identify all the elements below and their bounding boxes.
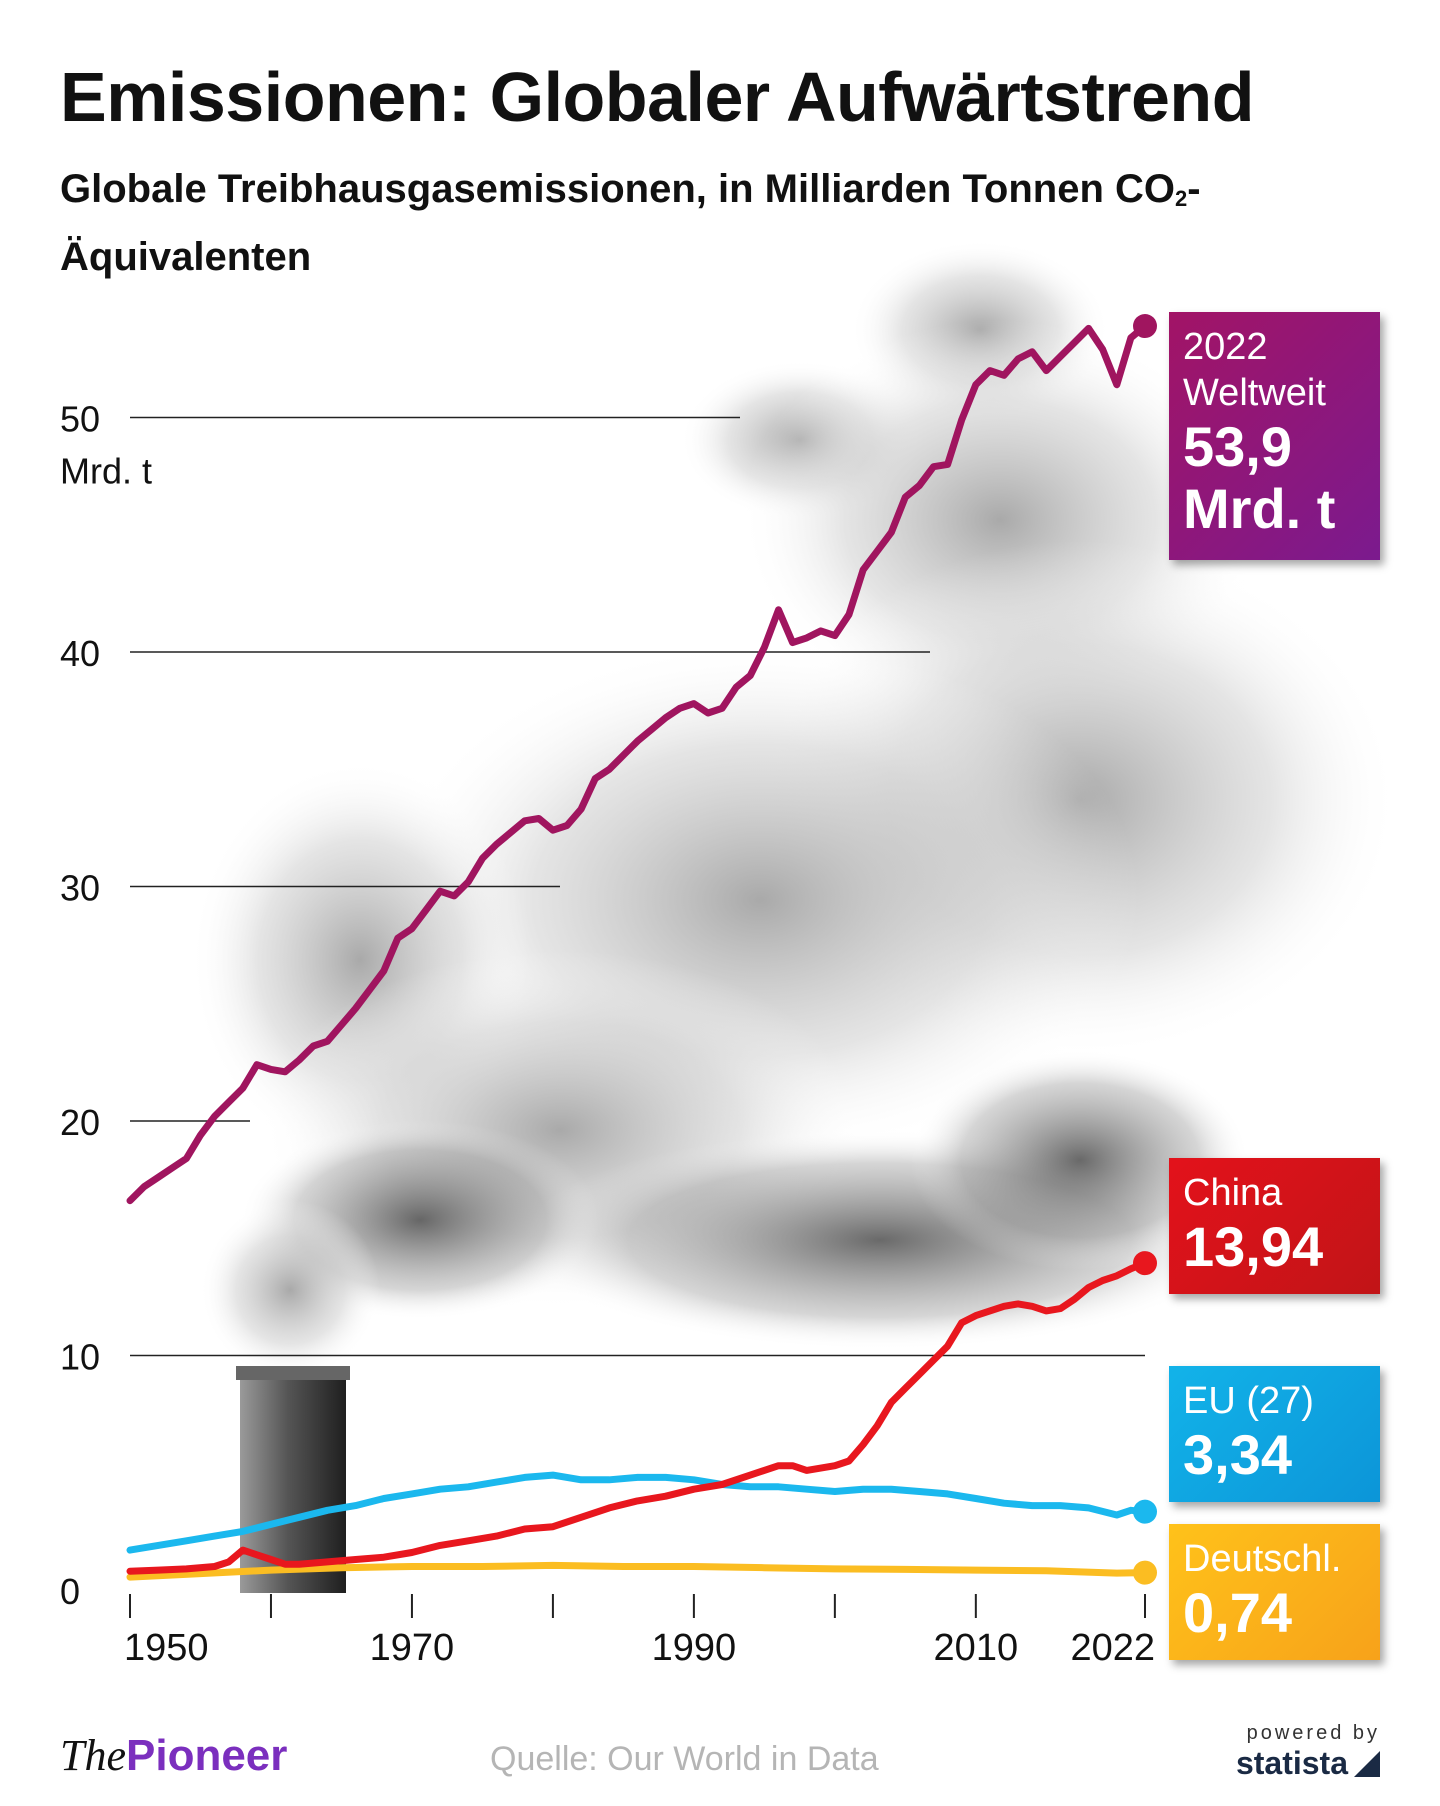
subtitle-text: Globale Treibhausgasemissionen, in Milli… [60,167,1176,211]
x-tick-label-2022: 2022 [1070,1627,1155,1669]
y-tick-label-40: 40 [60,633,100,674]
callout-china-value: 13,94 [1183,1215,1324,1278]
x-tick-label-1990: 1990 [652,1627,737,1669]
subtitle-text-end: -Äquivalenten [60,167,1201,279]
the-pioneer-logo: ThePioneer [60,1734,287,1778]
series-line-deutschl [126,1561,1149,1581]
callout-weltweit-value: 53,9 [1183,415,1292,478]
series-line-weltweit [126,322,1149,1205]
callout-eu-value: 3,34 [1183,1423,1292,1486]
logo-pioneer: Pioneer [126,1731,288,1780]
series-line-eu-27 [126,1471,1149,1554]
callout-deutschland-value: 0,74 [1183,1581,1292,1644]
source-note: Quelle: Our World in Data [490,1740,879,1778]
callout-deutschland-label: Deutschl. [1183,1538,1342,1580]
y-unit-label: Mrd. t [60,451,152,492]
y-tick-label-50: 50 [60,399,100,440]
statista-logo: powered by statista [1220,1722,1380,1782]
statista-icon [1354,1751,1380,1777]
series-endpoint-deutschl [1133,1560,1157,1585]
callout-weltweit: 2022 Weltweit 53,9 Mrd. t [1169,312,1380,560]
callout-eu: EU (27) 3,34 [1169,1366,1380,1502]
callout-china: China 13,94 [1169,1158,1380,1294]
callout-weltweit-unit: Mrd. t [1183,477,1336,540]
powered-by-text: powered by [1246,1722,1380,1744]
smoke-background-illustration [190,240,1400,1380]
x-tick-label-1970: 1970 [370,1627,455,1669]
y-tick-label-10: 10 [60,1337,100,1378]
y-tick-label-0: 0 [60,1571,80,1612]
y-tick-label-20: 20 [60,1102,100,1143]
series-endpoint-china [1133,1251,1157,1276]
series-endpoint-weltweit [1133,314,1157,339]
statista-wordmark: statista [1235,1745,1348,1781]
x-tick-label-1950: 1950 [124,1627,209,1669]
series-line-china [126,1259,1149,1575]
callout-china-label: China [1183,1172,1283,1214]
callout-deutschland: Deutschl. 0,74 [1169,1524,1380,1660]
callout-weltweit-label: Weltweit [1183,372,1326,414]
subtitle-subscript: 2 [1175,186,1188,211]
y-tick-label-30: 30 [60,868,100,909]
x-tick-label-2010: 2010 [934,1627,1019,1669]
chart-subtitle: Globale Treibhausgasemissionen, in Milli… [60,160,1380,286]
callout-weltweit-year: 2022 [1183,326,1268,368]
chart-title: Emissionen: Globaler Aufwärtstrend [60,58,1254,136]
series-endpoint-eu-27 [1133,1499,1157,1524]
logo-the: The [60,1731,126,1780]
callout-eu-label: EU (27) [1183,1380,1314,1422]
